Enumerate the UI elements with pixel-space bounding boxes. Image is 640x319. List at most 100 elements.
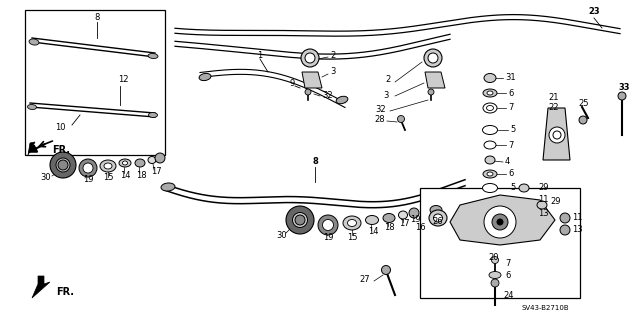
Ellipse shape (79, 159, 97, 177)
Circle shape (492, 214, 508, 230)
Text: 1: 1 (257, 50, 262, 60)
Text: 4: 4 (505, 158, 510, 167)
Ellipse shape (381, 265, 390, 275)
Text: 19: 19 (83, 175, 93, 184)
Ellipse shape (483, 125, 497, 135)
Ellipse shape (519, 184, 529, 192)
Text: 11: 11 (538, 196, 548, 204)
Text: 27: 27 (360, 276, 370, 285)
Ellipse shape (318, 215, 338, 235)
Text: 6: 6 (508, 88, 513, 98)
Circle shape (409, 208, 419, 218)
Text: 2: 2 (330, 50, 335, 60)
Ellipse shape (104, 163, 112, 169)
Ellipse shape (56, 158, 70, 172)
Text: 29: 29 (550, 197, 561, 206)
Text: 23: 23 (588, 8, 600, 17)
Circle shape (618, 92, 626, 100)
Ellipse shape (483, 89, 497, 97)
Ellipse shape (399, 211, 408, 219)
Ellipse shape (383, 213, 395, 222)
Ellipse shape (483, 103, 497, 113)
Text: 19: 19 (410, 216, 420, 225)
Ellipse shape (489, 271, 501, 278)
Circle shape (155, 153, 165, 163)
Ellipse shape (483, 183, 497, 192)
Ellipse shape (28, 105, 36, 109)
Text: 30: 30 (276, 231, 287, 240)
Ellipse shape (336, 96, 348, 104)
Text: 7: 7 (505, 258, 510, 268)
Text: 7: 7 (508, 140, 513, 150)
Ellipse shape (428, 53, 438, 63)
Text: 15: 15 (347, 233, 358, 241)
Text: 8: 8 (312, 158, 318, 167)
Ellipse shape (135, 159, 145, 167)
Bar (25, 10, 165, 155)
Text: 17: 17 (399, 219, 410, 228)
Text: 17: 17 (151, 167, 162, 176)
Polygon shape (425, 72, 445, 88)
Ellipse shape (429, 210, 447, 226)
Ellipse shape (348, 219, 356, 226)
Text: 3: 3 (383, 91, 388, 100)
Polygon shape (543, 108, 570, 160)
Ellipse shape (343, 216, 361, 230)
Ellipse shape (483, 170, 497, 178)
Circle shape (560, 225, 570, 235)
Ellipse shape (487, 91, 493, 95)
Circle shape (295, 215, 305, 225)
Text: 9: 9 (290, 78, 295, 87)
Text: 33: 33 (618, 84, 630, 93)
Ellipse shape (122, 161, 127, 165)
Text: 16: 16 (415, 224, 426, 233)
Ellipse shape (365, 216, 378, 225)
Text: 30: 30 (40, 174, 51, 182)
Circle shape (497, 219, 503, 225)
Text: 21: 21 (548, 93, 559, 101)
Ellipse shape (487, 172, 493, 176)
Text: 19: 19 (323, 233, 333, 241)
Text: 25: 25 (578, 99, 589, 108)
Ellipse shape (486, 106, 493, 110)
Ellipse shape (286, 206, 314, 234)
Text: 3: 3 (330, 68, 335, 77)
Ellipse shape (148, 113, 157, 117)
Ellipse shape (484, 73, 496, 83)
Text: 10: 10 (55, 123, 65, 132)
Ellipse shape (323, 219, 333, 231)
Polygon shape (450, 195, 555, 245)
Text: 12: 12 (118, 76, 129, 85)
Text: 6: 6 (508, 169, 513, 179)
Circle shape (58, 160, 68, 170)
Ellipse shape (292, 212, 307, 227)
Circle shape (553, 131, 561, 139)
Ellipse shape (491, 279, 499, 287)
Polygon shape (28, 142, 35, 155)
Ellipse shape (430, 205, 442, 214)
Polygon shape (32, 276, 50, 298)
Polygon shape (302, 72, 322, 88)
Ellipse shape (29, 39, 39, 45)
Ellipse shape (305, 53, 315, 63)
Text: 5: 5 (510, 183, 515, 192)
Circle shape (549, 127, 565, 143)
Ellipse shape (161, 183, 175, 191)
Text: 28: 28 (374, 115, 385, 124)
Text: SV43-B2710B: SV43-B2710B (522, 305, 570, 311)
Text: 2: 2 (385, 76, 390, 85)
Ellipse shape (301, 49, 319, 67)
Ellipse shape (199, 73, 211, 81)
Ellipse shape (100, 160, 116, 172)
Text: 6: 6 (505, 271, 510, 280)
Text: 29: 29 (538, 183, 548, 192)
Ellipse shape (484, 141, 496, 149)
Ellipse shape (424, 49, 442, 67)
Text: 13: 13 (572, 226, 582, 234)
Ellipse shape (148, 157, 156, 164)
Ellipse shape (148, 54, 158, 58)
Circle shape (560, 213, 570, 223)
Text: 18: 18 (136, 170, 147, 180)
Ellipse shape (492, 256, 499, 263)
Ellipse shape (83, 163, 93, 173)
